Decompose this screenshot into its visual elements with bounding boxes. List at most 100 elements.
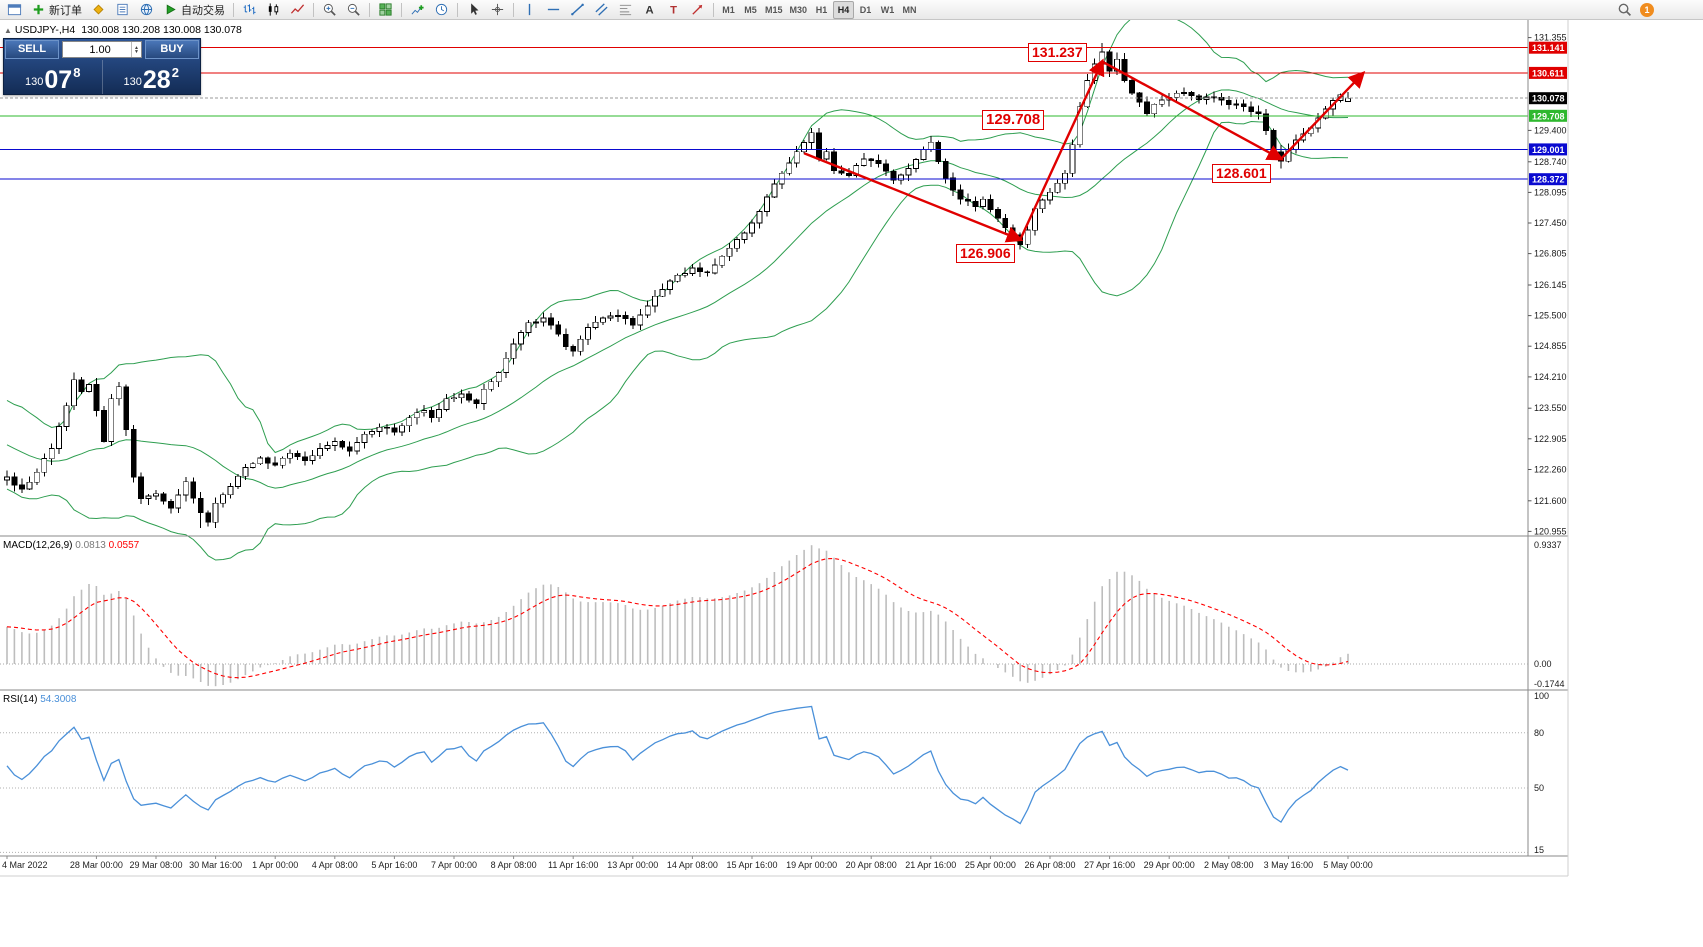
svg-text:125.500: 125.500 <box>1534 311 1567 321</box>
ohlc-values: 130.008 130.208 130.008 130.078 <box>81 24 242 36</box>
navigator-button[interactable] <box>135 1 158 19</box>
svg-text:8 Apr 08:00: 8 Apr 08:00 <box>491 860 537 870</box>
buy-button[interactable]: BUY <box>145 40 199 59</box>
chart-frame <box>0 20 1569 877</box>
text-button[interactable]: A <box>638 1 661 19</box>
buy-price[interactable]: 130 28 2 <box>103 60 201 94</box>
svg-text:3 May 16:00: 3 May 16:00 <box>1264 860 1314 870</box>
trend-line[interactable] <box>803 58 1366 243</box>
indicator-icon <box>410 2 425 17</box>
svg-text:11 Apr 16:00: 11 Apr 16:00 <box>548 860 598 870</box>
svg-text:120.955: 120.955 <box>1534 526 1567 536</box>
price-annotation[interactable]: 126.906 <box>956 244 1015 263</box>
price-annotation[interactable]: 131.237 <box>1028 43 1087 62</box>
timeframe-m1-button[interactable]: M1 <box>718 1 739 19</box>
svg-text:30 Mar 16:00: 30 Mar 16:00 <box>189 860 242 870</box>
bar-chart-button[interactable] <box>238 1 261 19</box>
svg-text:124.855: 124.855 <box>1534 341 1567 351</box>
svg-text:131.355: 131.355 <box>1534 33 1567 43</box>
svg-text:130.078: 130.078 <box>1532 94 1565 104</box>
candles-series <box>4 43 1351 528</box>
svg-text:100: 100 <box>1534 691 1549 701</box>
toolbar-separator <box>513 2 514 17</box>
symbol-period-label: USDJPY-,H4 <box>14 24 76 36</box>
zoom-out-button[interactable] <box>342 1 365 19</box>
search-icon[interactable] <box>1617 2 1632 17</box>
market-watch-button[interactable] <box>111 1 134 19</box>
sell-button[interactable]: SELL <box>5 40 59 59</box>
svg-text:0.00: 0.00 <box>1534 659 1552 669</box>
spinner-up-icon[interactable]: ▲ <box>134 44 139 51</box>
indicators-button[interactable] <box>406 1 429 19</box>
zoomout-icon <box>346 2 361 17</box>
buy-price-sup: 2 <box>171 65 179 80</box>
svg-text:25 Apr 00:00: 25 Apr 00:00 <box>965 860 1016 870</box>
tile-windows-button[interactable] <box>374 1 397 19</box>
timeframe-h1-button[interactable]: H1 <box>811 1 832 19</box>
arrow-button[interactable] <box>686 1 709 19</box>
vline-icon <box>522 2 537 17</box>
notification-badge[interactable]: 1 <box>1640 2 1654 17</box>
candle-chart-button[interactable] <box>262 1 285 19</box>
panel-separators[interactable] <box>0 535 1568 857</box>
svg-text:129.001: 129.001 <box>1532 145 1565 155</box>
zoom-in-button[interactable] <box>318 1 341 19</box>
sell-price[interactable]: 130 07 8 <box>4 60 103 94</box>
label-button[interactable]: T <box>662 1 685 19</box>
textA-icon: A <box>642 2 657 17</box>
channel-button[interactable] <box>590 1 613 19</box>
svg-text:A: A <box>645 5 653 17</box>
price-annotation[interactable]: 129.708 <box>982 110 1045 130</box>
fibonacci-button[interactable] <box>614 1 637 19</box>
collapse-panel-arrow[interactable]: ▲ <box>4 26 12 35</box>
volume-input[interactable]: 1.00 ▲ ▼ <box>62 41 142 58</box>
trendline-button[interactable] <box>566 1 589 19</box>
timeframe-h4-button[interactable]: H4 <box>833 0 855 19</box>
horizontal-line-button[interactable] <box>542 1 565 19</box>
plus-icon <box>31 2 46 17</box>
volume-spinner[interactable]: ▲ ▼ <box>131 42 141 57</box>
fibo-icon <box>618 2 633 17</box>
timeframe-m15-button[interactable]: M15 <box>762 1 786 19</box>
timeframe-w1-button[interactable]: W1 <box>877 1 898 19</box>
line-chart-button[interactable] <box>286 1 309 19</box>
algo-trading-button[interactable]: 自动交易 <box>159 1 229 19</box>
linechart-icon <box>290 2 305 17</box>
timeframe-mn-button[interactable]: MN <box>899 1 920 19</box>
clock-icon <box>434 2 449 17</box>
rsi-indicator: RSI(14) 54.3008 100 80 50 15 <box>0 691 1549 855</box>
svg-text:128.372: 128.372 <box>1532 175 1565 185</box>
timeframe-d1-button[interactable]: D1 <box>855 1 876 19</box>
new-chart-button[interactable] <box>3 1 26 19</box>
labelT-icon: T <box>666 2 681 17</box>
vertical-line-button[interactable] <box>518 1 541 19</box>
new-order-button[interactable]: 新订单 <box>27 1 86 19</box>
price-annotation[interactable]: 128.601 <box>1212 164 1271 183</box>
spinner-down-icon[interactable]: ▼ <box>134 48 139 55</box>
timeframe-m30-button[interactable]: M30 <box>787 1 811 19</box>
volume-value: 1.00 <box>89 43 111 56</box>
svg-text:-0.1744: -0.1744 <box>1534 679 1565 689</box>
one-click-trading-panel: SELL 1.00 ▲ ▼ BUY 130 07 8 130 28 2 <box>3 38 201 95</box>
svg-text:129.400: 129.400 <box>1534 125 1567 135</box>
svg-text:129.708: 129.708 <box>1532 111 1565 121</box>
metaquotes-button[interactable] <box>87 1 110 19</box>
svg-text:28 Mar 00:00: 28 Mar 00:00 <box>70 860 123 870</box>
crosshair-button[interactable] <box>486 1 509 19</box>
cursor-button[interactable] <box>462 1 485 19</box>
svg-text:1 Apr 00:00: 1 Apr 00:00 <box>252 860 298 870</box>
timeframe-m5-button[interactable]: M5 <box>740 1 761 19</box>
svg-text:122.905: 122.905 <box>1534 434 1567 444</box>
price-axis[interactable]: 131.355 129.400 128.740 128.095 127.450 126.8… <box>1528 33 1567 537</box>
periods-button[interactable] <box>430 1 453 19</box>
toolbar-separator <box>713 2 714 17</box>
time-axis[interactable]: 4 Mar 2022 28 Mar 00:00 29 Mar 08:00 30 Mar… <box>2 856 1373 870</box>
candles-icon <box>266 2 281 17</box>
svg-text:4 Apr 08:00: 4 Apr 08:00 <box>312 860 358 870</box>
crosshair-icon <box>490 2 505 17</box>
toolbar-separator <box>457 2 458 17</box>
play-icon <box>163 2 178 17</box>
horizontal-lines[interactable] <box>0 47 1528 180</box>
macd-indicator: MACD(12,26,9) 0.0813 0.0557 0.9337 0.00 -0.… <box>0 540 1565 689</box>
